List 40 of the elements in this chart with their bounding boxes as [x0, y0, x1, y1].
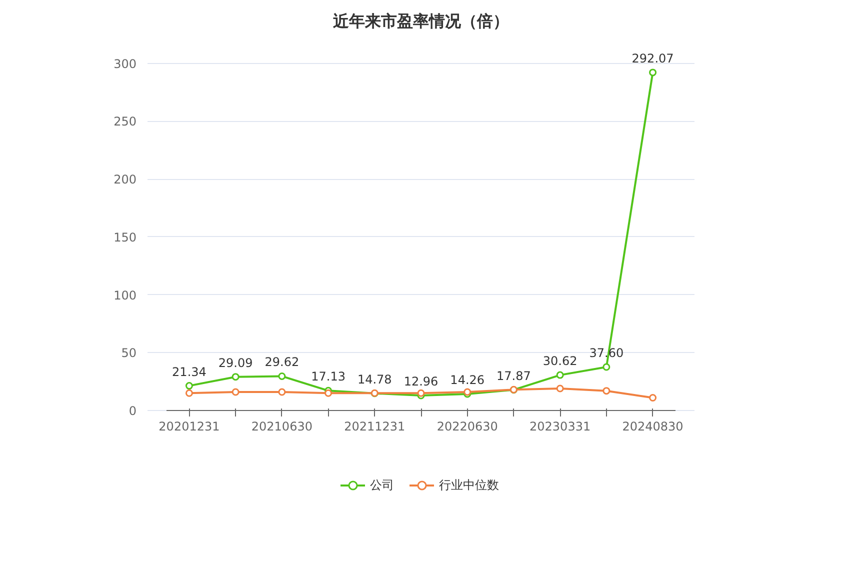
data-label: 29.09 — [218, 356, 253, 370]
point — [602, 363, 610, 371]
chart-title: 近年来市盈率情况（倍） — [332, 12, 509, 30]
y-tick-label: 100 — [114, 288, 136, 302]
legend-label: 公司 — [370, 476, 394, 494]
data-label: 12.96 — [404, 374, 438, 388]
y-tick-label: 300 — [114, 56, 136, 71]
x-tick-label: 20230331 — [530, 420, 591, 434]
point — [417, 389, 425, 397]
data-label: 29.62 — [264, 355, 300, 370]
x-tick-label: 20210630 — [251, 420, 312, 434]
point — [602, 387, 610, 395]
y-tick-label: 250 — [114, 114, 136, 129]
point — [278, 372, 286, 380]
x-tick-label: 20240830 — [622, 420, 684, 434]
data-label: 21.34 — [172, 364, 206, 379]
data-label: 14.78 — [357, 372, 392, 386]
point — [556, 384, 564, 392]
point — [324, 389, 332, 397]
y-tick-label: 150 — [114, 230, 136, 244]
x-tick-label: 20201231 — [158, 420, 220, 434]
x-tick-label: 20220630 — [436, 420, 498, 434]
point — [185, 382, 193, 390]
data-label: 14.26 — [450, 372, 485, 387]
y-tick-label: 200 — [114, 172, 136, 187]
data-label: 17.87 — [496, 368, 531, 383]
point — [185, 389, 193, 397]
point — [232, 388, 240, 396]
point — [649, 394, 657, 402]
x-tick-label: 20211231 — [344, 420, 406, 434]
y-tick-label: 50 — [121, 346, 137, 360]
point — [556, 371, 564, 379]
data-label: 30.62 — [542, 354, 578, 368]
data-label: 17.13 — [311, 370, 346, 384]
y-tick-label: 0 — [128, 404, 137, 418]
data-label: 292.07 — [632, 51, 674, 66]
legend-label: 行业中位数 — [439, 476, 499, 494]
point — [232, 373, 240, 381]
point — [649, 68, 657, 76]
point — [278, 388, 286, 396]
